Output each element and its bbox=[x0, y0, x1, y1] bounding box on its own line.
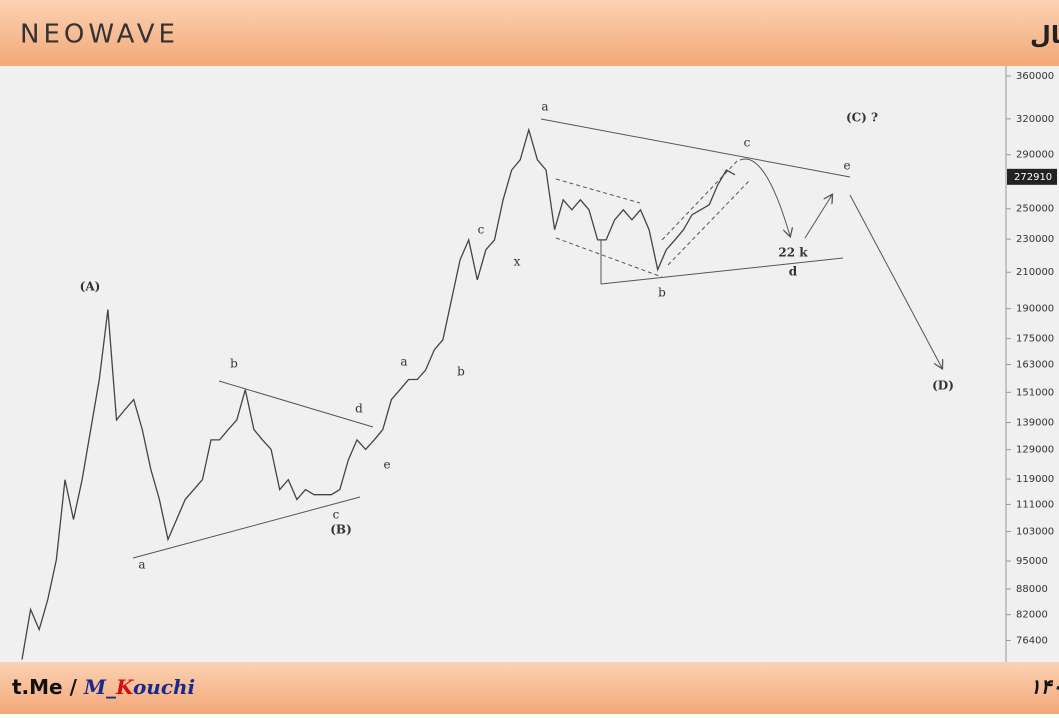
date: ۱۲ شهریور ۱۴۰۰ bbox=[1030, 675, 1059, 700]
price-tag bbox=[1007, 168, 1057, 185]
y-tick-label: 139000 bbox=[1016, 417, 1054, 428]
wave-label: b bbox=[230, 357, 238, 371]
y-tick-label: 190000 bbox=[1016, 304, 1054, 315]
y-tick-label: 119000 bbox=[1016, 474, 1054, 485]
y-tick-label: 88000 bbox=[1016, 584, 1048, 595]
channel-prefix: t.Me / bbox=[12, 675, 84, 699]
price-line bbox=[21, 127, 736, 660]
channel-a: M_ bbox=[83, 675, 116, 699]
footer-bar bbox=[0, 662, 1059, 714]
y-tick-label: 250000 bbox=[1016, 204, 1054, 215]
y-tick-label: 129000 bbox=[1016, 445, 1054, 456]
y-tick-label: 210000 bbox=[1016, 267, 1054, 278]
wave-label: e bbox=[383, 458, 390, 472]
title: دلار _ ریال bbox=[1030, 21, 1059, 49]
wave-label: e bbox=[843, 159, 850, 173]
y-tick-label: 82000 bbox=[1016, 610, 1048, 621]
y-tick-label: 151000 bbox=[1016, 387, 1054, 398]
y-tick-label: 175000 bbox=[1016, 334, 1054, 345]
wave-label: (B) bbox=[330, 523, 352, 537]
y-tick-label: 360000 bbox=[1016, 71, 1054, 82]
wave-label: d bbox=[355, 402, 363, 416]
brand: NEOWAVE bbox=[20, 20, 179, 50]
wave-label: c bbox=[333, 508, 340, 522]
trend-lines bbox=[132, 118, 942, 559]
channel: t.Me / M_Kouchi bbox=[12, 675, 195, 699]
y-tick-label: 320000 bbox=[1016, 114, 1054, 125]
y-tick-label: 76400 bbox=[1016, 635, 1048, 646]
wave-label: a bbox=[138, 558, 145, 572]
header-bar bbox=[0, 0, 1059, 66]
y-tick-label: 95000 bbox=[1016, 556, 1048, 567]
wave-label: (A) bbox=[80, 280, 101, 294]
wave-label: b bbox=[457, 365, 465, 379]
wave-label: (D) bbox=[932, 379, 954, 393]
price-tag-label: 272910 bbox=[1014, 172, 1052, 183]
y-tick-label: 163000 bbox=[1016, 359, 1054, 370]
channel-c: ouchi bbox=[133, 675, 195, 699]
wave-label: 22 k bbox=[778, 246, 808, 260]
wave-label: x bbox=[514, 255, 521, 269]
plot: 360000 320000 290000 250000 230000 210000 1900… bbox=[21, 71, 1057, 660]
y-tick-label: 290000 bbox=[1016, 150, 1054, 161]
wave-label: a bbox=[541, 100, 548, 114]
y-tick-label: 103000 bbox=[1016, 527, 1054, 538]
y-tick-label: 111000 bbox=[1016, 499, 1054, 510]
wave-label: d bbox=[789, 265, 798, 279]
wave-label: (C) ? bbox=[846, 111, 878, 125]
plot-bg bbox=[0, 66, 1059, 662]
wave-label: b bbox=[658, 286, 666, 300]
wave-label: c bbox=[744, 136, 751, 150]
y-tick-label: 230000 bbox=[1016, 234, 1054, 245]
wave-label: a bbox=[400, 355, 407, 369]
channel-b: K bbox=[115, 675, 135, 699]
wave-label: c bbox=[478, 223, 485, 237]
